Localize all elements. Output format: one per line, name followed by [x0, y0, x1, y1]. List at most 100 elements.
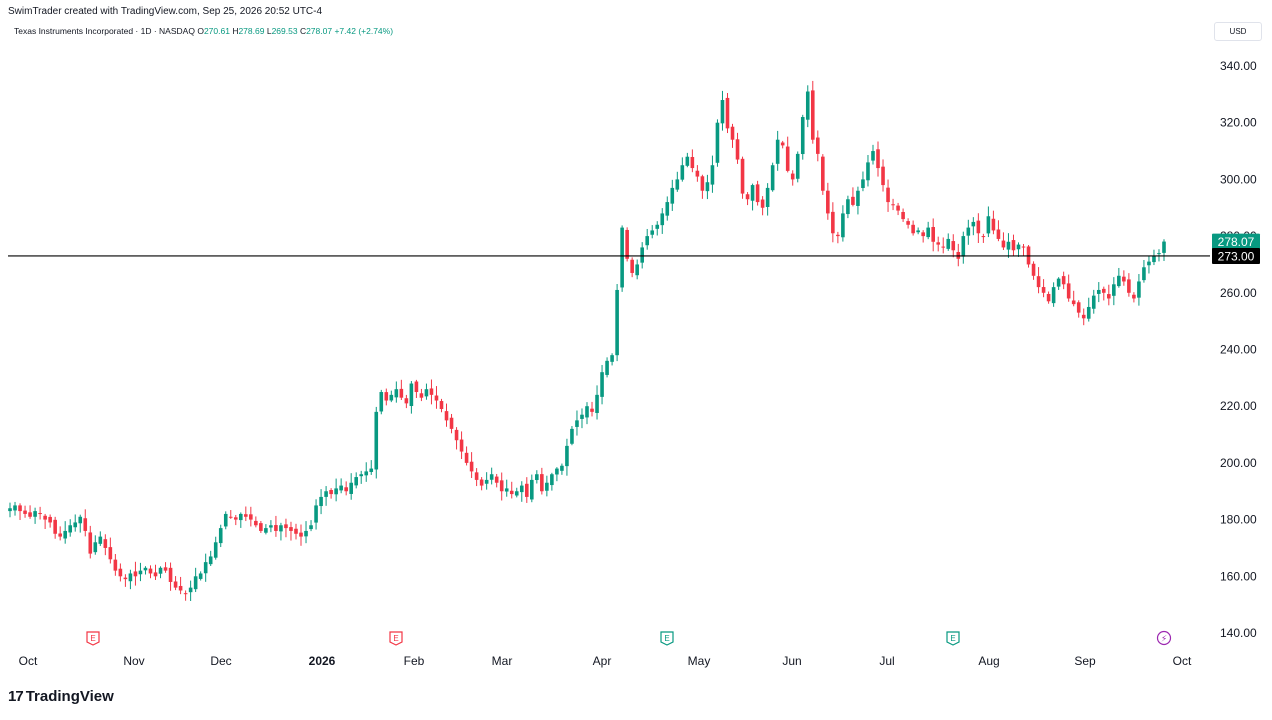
hline-price-badge — [1212, 247, 1260, 264]
candle-body — [213, 542, 218, 558]
candle-body — [13, 505, 17, 511]
candle — [218, 524, 223, 548]
candle — [800, 114, 805, 160]
candle-body — [891, 204, 895, 206]
candle — [484, 472, 489, 490]
candle-body — [1142, 267, 1146, 281]
candle-body — [580, 414, 584, 419]
candle-body — [1061, 276, 1066, 285]
candle — [670, 179, 675, 211]
candle — [394, 381, 399, 403]
candle-body — [58, 533, 62, 537]
candle — [489, 467, 494, 485]
candle — [399, 379, 404, 401]
candle-body — [249, 514, 253, 520]
candle — [404, 394, 409, 409]
open-label: O — [197, 26, 204, 36]
candle-body — [133, 571, 138, 577]
candle-body — [489, 474, 494, 480]
y-tick-label: 220.00 — [1220, 399, 1257, 413]
candle-body — [43, 515, 47, 520]
candle-body — [710, 165, 715, 185]
candle-body — [93, 542, 98, 553]
candle-body — [745, 194, 750, 200]
candle-body — [449, 417, 454, 429]
candle-body — [1071, 300, 1076, 305]
candle — [1046, 291, 1051, 304]
candle — [309, 520, 313, 532]
event-marker: E — [389, 631, 403, 646]
candle-body — [1147, 261, 1151, 266]
candle — [1137, 274, 1141, 306]
candle-body — [1122, 276, 1126, 282]
candle-body — [279, 525, 283, 532]
candle — [941, 237, 946, 254]
candle — [83, 509, 88, 537]
candle-body — [228, 516, 233, 518]
x-tick-label: Dec — [210, 654, 231, 668]
candle — [259, 520, 263, 533]
candle — [695, 165, 700, 182]
candle — [831, 202, 835, 243]
candle-body — [203, 562, 208, 574]
candle-body — [354, 477, 358, 486]
candle-body — [1096, 289, 1101, 294]
candle — [1157, 249, 1161, 262]
candle — [213, 536, 218, 560]
candle — [821, 154, 825, 195]
candle-body — [856, 190, 860, 206]
candle — [459, 431, 464, 459]
candle — [208, 550, 213, 566]
candle-body — [1056, 278, 1061, 287]
candle — [851, 187, 855, 207]
candle-body — [565, 445, 569, 467]
tradingview-logo[interactable]: 17 TradingView — [8, 688, 114, 705]
event-marker: E — [946, 631, 960, 646]
candle-body — [439, 401, 444, 410]
candle-body — [730, 126, 735, 140]
candle-body — [444, 411, 449, 421]
candle-body — [299, 532, 303, 537]
x-tick-label: Oct — [1173, 654, 1192, 668]
candle — [856, 186, 860, 215]
candle — [640, 242, 644, 269]
candle — [580, 408, 584, 429]
candle — [926, 221, 930, 240]
candle — [610, 353, 614, 366]
candle-body — [585, 406, 589, 418]
candle — [795, 151, 800, 183]
candle-body — [424, 389, 429, 397]
candle — [685, 152, 690, 168]
candle-body — [1091, 295, 1096, 309]
candle — [499, 472, 504, 501]
earnings-icon-label: E — [90, 634, 95, 643]
candle-body — [419, 393, 424, 398]
candle — [836, 231, 840, 244]
candle-body — [1137, 281, 1141, 298]
candle-body — [821, 156, 825, 191]
candle-body — [88, 532, 93, 554]
candle-body — [705, 182, 710, 192]
candle — [740, 156, 745, 199]
candle-body — [650, 230, 655, 235]
candle — [770, 162, 775, 192]
candle — [1076, 300, 1081, 318]
y-tick-label: 300.00 — [1220, 172, 1257, 186]
currency-button[interactable]: USD — [1214, 22, 1262, 41]
candle-body — [1117, 275, 1121, 287]
candle — [896, 202, 900, 216]
candle — [294, 523, 298, 540]
open-value: 270.61 — [203, 26, 230, 36]
candle — [23, 505, 27, 518]
candle — [444, 403, 449, 427]
x-tick-label: Sep — [1074, 654, 1096, 668]
candle-body — [846, 199, 850, 215]
candle-body — [545, 482, 549, 491]
symbol-name: Texas Instruments Incorporated · 1D · NA… — [14, 26, 195, 36]
y-tick-label: 320.00 — [1220, 116, 1257, 130]
candle-body — [294, 528, 298, 534]
candle — [986, 206, 991, 238]
candle-body — [464, 452, 469, 463]
candle — [550, 472, 554, 491]
